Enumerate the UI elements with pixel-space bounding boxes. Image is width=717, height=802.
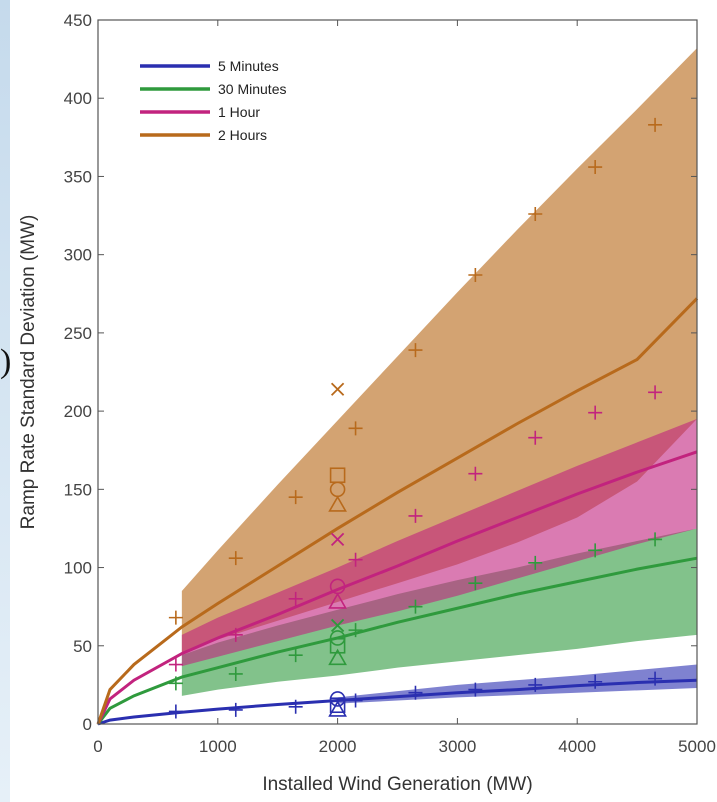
legend-label-2-hours: 2 Hours: [218, 127, 267, 143]
y-tick-label: 0: [83, 715, 92, 734]
y-tick-label: 50: [73, 637, 92, 656]
point-plus-2-hours: [169, 611, 183, 625]
y-tick-label: 250: [64, 324, 92, 343]
legend: 5 Minutes 30 Minutes 1 Hour 2 Hours: [140, 58, 286, 143]
x-tick-label: 5000: [678, 737, 716, 756]
y-tick-label: 400: [64, 89, 92, 108]
y-axis-label: Ramp Rate Standard Deviation (MW): [18, 215, 39, 530]
point-plus-5-minutes: [229, 703, 243, 717]
y-tick-label: 200: [64, 402, 92, 421]
y-tick-label: 150: [64, 480, 92, 499]
y-tick-label: 100: [64, 559, 92, 578]
point-x-marker: [332, 383, 344, 395]
y-tick-label: 350: [64, 167, 92, 186]
y-tick-label: 450: [64, 11, 92, 30]
legend-label-1-hour: 1 Hour: [218, 104, 260, 120]
legend-label-30-minutes: 30 Minutes: [218, 81, 286, 97]
x-tick-label: 2000: [319, 737, 357, 756]
legend-label-5-minutes: 5 Minutes: [218, 58, 279, 74]
x-tick-label: 3000: [438, 737, 476, 756]
confidence-bands: [182, 48, 697, 704]
x-tick-label: 0: [93, 737, 102, 756]
y-tick-label: 300: [64, 246, 92, 265]
left-edge-glyph: ): [0, 343, 11, 380]
x-axis-label: Installed Wind Generation (MW): [262, 774, 532, 795]
x-tick-label: 1000: [199, 737, 237, 756]
x-tick-label: 4000: [558, 737, 596, 756]
point-plus-5-minutes: [169, 704, 183, 718]
